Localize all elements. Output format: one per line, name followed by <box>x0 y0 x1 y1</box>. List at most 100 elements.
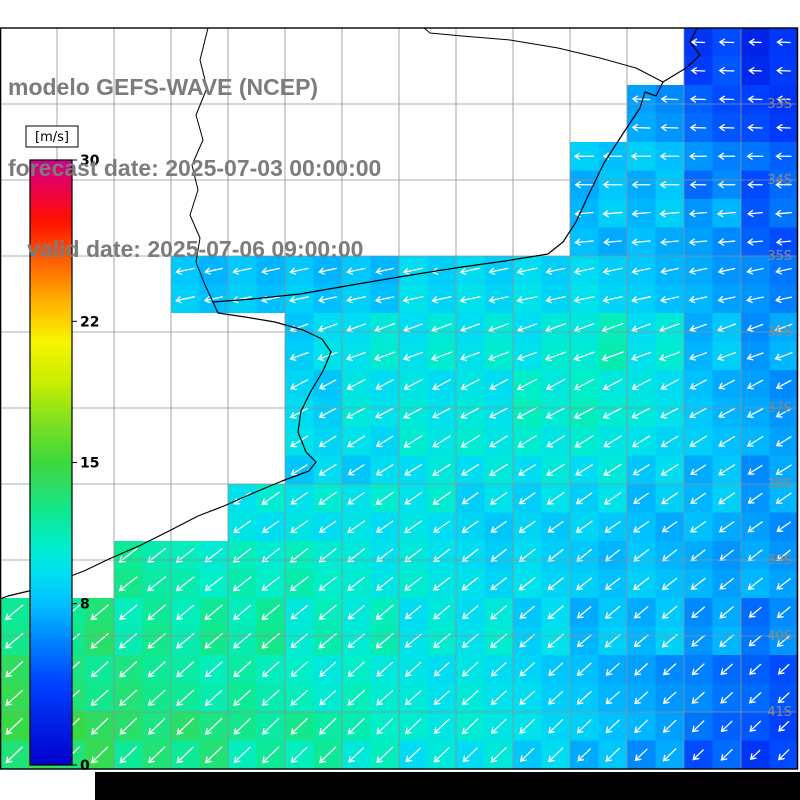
wind-arrow-icon <box>633 634 649 648</box>
wind-arrow-icon <box>689 323 707 333</box>
wind-arrow-icon <box>661 577 678 590</box>
wind-arrow-icon <box>631 181 651 189</box>
wind-arrow-icon <box>662 691 677 704</box>
wind-arrow-icon <box>718 435 735 447</box>
wind-arrow-icon <box>689 520 707 533</box>
wind-arrow-icon <box>346 435 366 448</box>
wind-arrow-icon <box>90 689 109 706</box>
wind-arrow-icon <box>604 634 621 648</box>
wind-arrow-icon <box>605 747 620 762</box>
wind-arrow-icon <box>516 407 538 419</box>
wind-arrow-icon <box>317 296 338 304</box>
model-title: modelo GEFS-WAVE (NCEP) <box>8 74 319 100</box>
wind-arrow-icon <box>402 296 424 304</box>
wind-arrow-icon <box>576 606 592 619</box>
wind-arrow-icon <box>376 690 394 706</box>
wind-arrow-icon <box>431 296 452 304</box>
wind-arrow-icon <box>547 548 564 562</box>
wind-arrow-icon <box>777 664 790 675</box>
wind-arrow-icon <box>718 38 735 46</box>
wind-arrow-icon <box>233 717 251 735</box>
country-border-path <box>423 27 664 83</box>
wind-arrow-icon <box>634 748 648 762</box>
wind-arrow-icon <box>720 692 734 704</box>
wind-arrow-icon <box>175 296 195 304</box>
wind-arrow-icon <box>375 576 394 591</box>
wind-arrow-icon <box>487 351 510 362</box>
map-border <box>0 27 799 770</box>
wind-arrow-icon <box>576 634 592 648</box>
wind-arrow-icon <box>545 267 566 275</box>
wind-arrow-icon <box>345 351 367 362</box>
wind-arrow-icon <box>720 748 733 761</box>
wind-arrow-icon <box>376 718 393 735</box>
wind-arrow-icon <box>776 67 791 75</box>
wind-arrow-icon <box>147 689 166 706</box>
wind-arrow-icon <box>318 379 337 390</box>
wind-arrow-icon <box>375 407 395 419</box>
wind-arrow-icon <box>290 491 308 505</box>
wind-arrow-icon <box>346 378 366 391</box>
wind-arrow-icon <box>490 690 507 706</box>
wind-arrow-icon <box>659 181 680 189</box>
wind-arrow-icon <box>4 604 24 621</box>
wind-arrow-icon <box>749 720 761 732</box>
title-block: modelo GEFS-WAVE (NCEP) forecast date: 2… <box>8 20 381 317</box>
wind-arrow-icon <box>5 689 24 706</box>
wind-arrow-icon <box>690 577 706 590</box>
wind-arrow-icon <box>461 520 479 533</box>
wind-arrow-icon <box>519 662 535 677</box>
wind-arrow-icon <box>544 351 567 362</box>
wind-arrow-icon <box>233 604 252 620</box>
wind-arrow-icon <box>547 605 564 620</box>
wind-arrow-icon <box>690 492 707 504</box>
wind-arrow-icon <box>318 604 337 620</box>
wind-arrow-icon <box>546 463 566 476</box>
wind-arrow-icon <box>777 749 790 761</box>
river-path <box>189 27 214 303</box>
wind-arrow-icon <box>375 267 394 275</box>
wind-arrow-icon <box>631 238 651 246</box>
wind-arrow-icon <box>490 605 508 620</box>
wind-arrow-icon <box>233 661 252 678</box>
wind-arrow-icon <box>460 435 480 448</box>
wind-arrow-icon <box>749 749 761 760</box>
wind-arrow-icon <box>576 719 592 734</box>
wind-arrow-icon <box>433 690 450 706</box>
wind-arrow-icon <box>718 492 736 505</box>
wind-arrow-icon <box>489 463 509 476</box>
wind-arrow-icon <box>375 520 394 533</box>
wind-arrow-icon <box>119 689 138 706</box>
wind-arrow-icon <box>204 548 223 563</box>
wind-arrow-icon <box>461 577 479 591</box>
wind-arrow-icon <box>660 463 679 476</box>
colorbar-unit-label: [m/s] <box>35 130 69 145</box>
colorbar-tick-label: 15 <box>80 456 99 472</box>
wind-arrow-icon <box>232 267 252 275</box>
wind-arrow-icon <box>691 606 706 619</box>
wind-arrow-icon <box>746 435 764 447</box>
wind-arrow-icon <box>573 351 595 362</box>
wind-arrow-icon <box>460 407 480 419</box>
wind-arrow-icon <box>459 296 481 304</box>
wind-arrow-icon <box>204 689 223 706</box>
wind-arrow-icon <box>718 464 736 476</box>
wind-arrow-icon <box>632 520 650 533</box>
wind-arrow-icon <box>290 746 308 764</box>
wind-arrow-icon <box>232 576 252 592</box>
wind-arrow-icon <box>517 323 537 333</box>
wind-arrow-icon <box>204 717 223 735</box>
wind-arrow-icon <box>432 379 451 390</box>
wind-arrow-icon <box>516 378 538 391</box>
wind-arrow-icon <box>204 267 223 275</box>
wind-arrow-icon <box>634 691 649 705</box>
wind-arrow-icon <box>746 379 764 390</box>
wind-arrow-icon <box>746 408 764 418</box>
wind-arrow-icon <box>90 717 109 735</box>
wind-arrow-icon <box>602 378 623 391</box>
wind-arrow-icon <box>519 718 535 734</box>
wind-arrow-icon <box>147 576 167 592</box>
wind-arrow-icon <box>690 464 707 476</box>
wind-arrow-icon <box>490 718 507 735</box>
wind-arrow-icon <box>775 379 792 390</box>
